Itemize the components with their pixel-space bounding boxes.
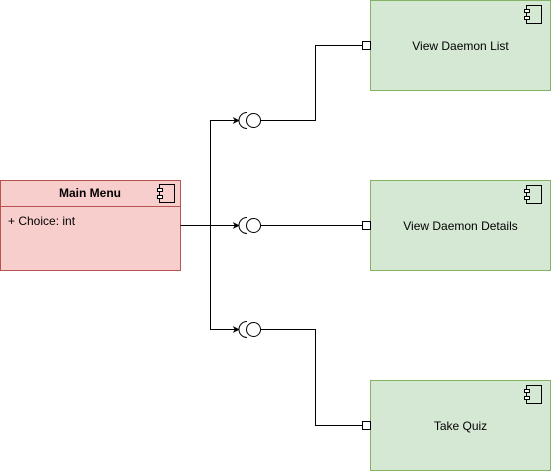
component-box bbox=[370, 180, 551, 271]
interface-details bbox=[238, 217, 261, 234]
port-square bbox=[362, 421, 371, 430]
socket-icon bbox=[238, 217, 248, 234]
component-label: View Daemon Details bbox=[403, 219, 518, 233]
lollipop-icon bbox=[246, 322, 261, 337]
socket-icon bbox=[238, 321, 248, 338]
main-menu-title: Main Menu bbox=[59, 186, 121, 200]
component-box bbox=[370, 0, 551, 91]
edge-quiz-provided bbox=[260, 329, 363, 426]
interface-list bbox=[238, 112, 261, 129]
component-icon bbox=[524, 385, 542, 404]
component-icon bbox=[157, 184, 175, 203]
component-icon bbox=[524, 5, 542, 24]
lollipop-icon bbox=[246, 113, 261, 128]
lollipop-icon bbox=[246, 218, 261, 233]
take-quiz-component[interactable]: Take Quiz bbox=[362, 380, 551, 471]
edge-to-quiz-interface bbox=[210, 225, 240, 333]
edges bbox=[180, 45, 363, 426]
main-menu-component[interactable]: Main Menu + Choice: int bbox=[0, 180, 181, 271]
view-daemon-details-component[interactable]: View Daemon Details bbox=[362, 180, 551, 271]
component-box bbox=[370, 380, 551, 471]
edge-to-list-interface bbox=[210, 117, 240, 226]
main-menu-attribute: + Choice: int bbox=[8, 214, 76, 228]
component-label: View Daemon List bbox=[412, 39, 509, 53]
port-square bbox=[362, 41, 371, 50]
interface-quiz bbox=[238, 321, 261, 338]
socket-icon bbox=[238, 112, 248, 129]
port-square bbox=[362, 221, 371, 230]
edge-list-provided bbox=[260, 45, 363, 121]
component-icon bbox=[524, 185, 542, 204]
view-daemon-list-component[interactable]: View Daemon List bbox=[362, 0, 551, 91]
main-menu-box bbox=[0, 180, 181, 271]
component-label: Take Quiz bbox=[434, 419, 487, 433]
